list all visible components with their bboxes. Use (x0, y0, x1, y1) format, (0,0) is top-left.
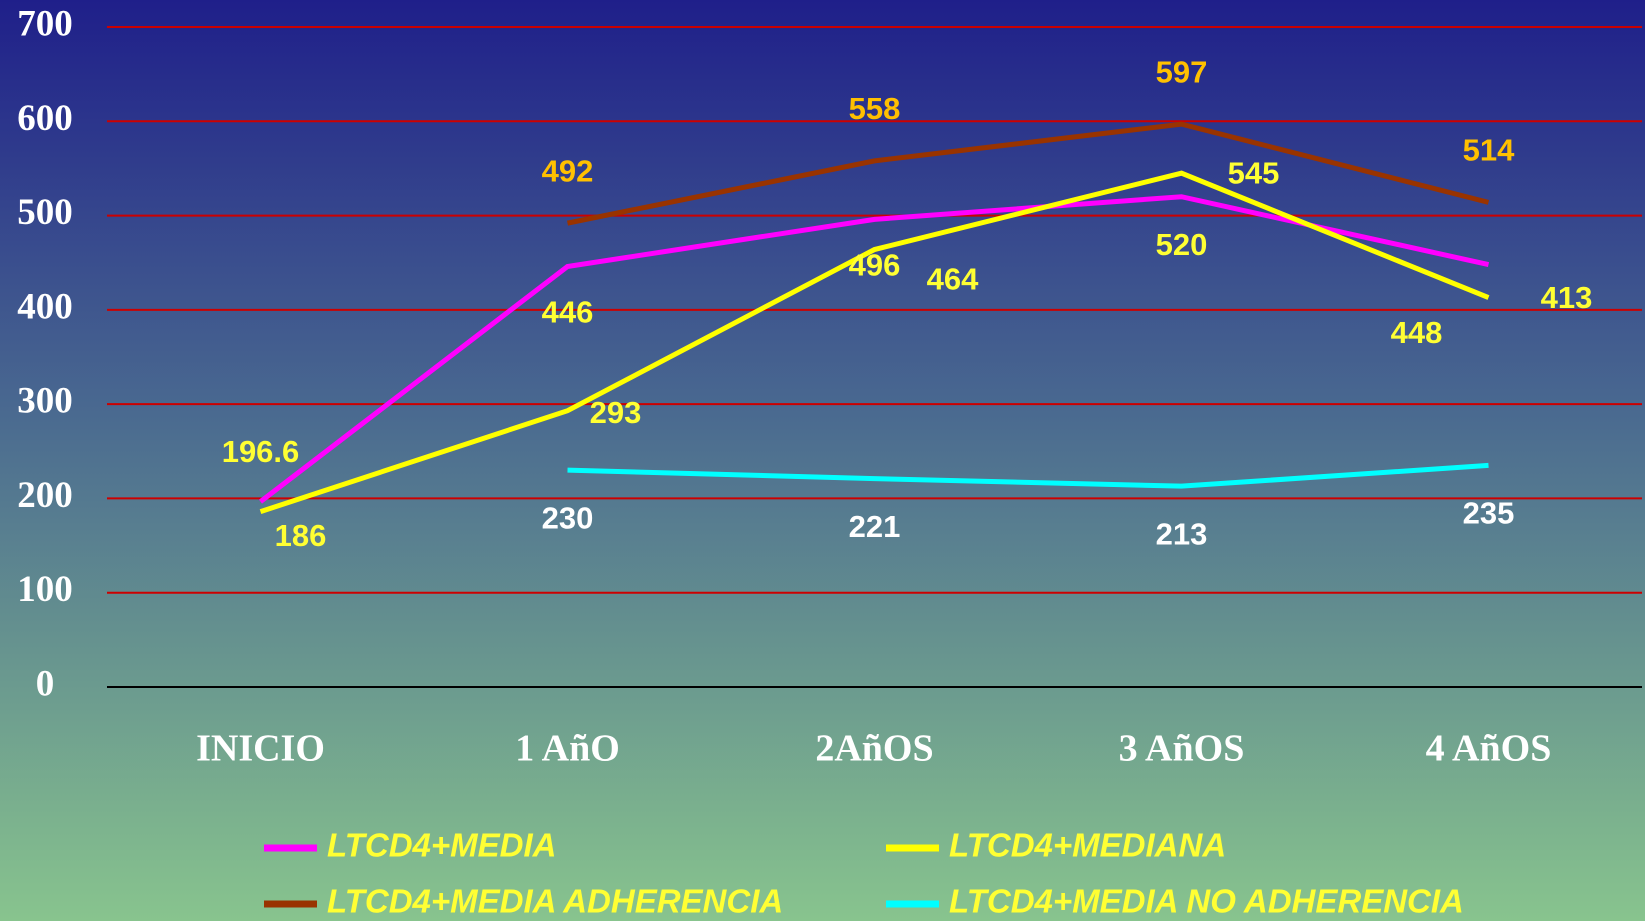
series-line (567, 121, 1490, 226)
y-tick-label: 0 (36, 663, 55, 704)
data-label: 221 (849, 509, 901, 544)
series-line (258, 194, 1490, 504)
y-tick-label: 600 (17, 98, 73, 139)
legend-label: LTCD4+MEDIANA (949, 827, 1226, 864)
x-tick-label: 2AñOS (815, 728, 933, 770)
data-label: 413 (1541, 280, 1593, 315)
y-tick-label: 300 (17, 381, 73, 422)
data-label: 558 (849, 91, 901, 126)
data-label: 496 (849, 248, 901, 283)
x-tick-label: INICIO (196, 728, 325, 770)
legend-label: LTCD4+MEDIA ADHERENCIA (327, 883, 783, 920)
y-tick-label: 200 (17, 475, 73, 516)
y-tick-label: 500 (17, 192, 73, 233)
data-label: 520 (1156, 227, 1208, 262)
data-label: 446 (542, 295, 594, 330)
legend-label: LTCD4+MEDIA NO ADHERENCIA (949, 883, 1464, 920)
data-label: 196.6 (222, 434, 300, 469)
series-line (259, 170, 1490, 515)
legend-label: LTCD4+MEDIA (327, 827, 557, 864)
data-label: 597 (1156, 54, 1208, 89)
y-tick-label: 700 (17, 3, 73, 44)
y-tick-label: 100 (17, 569, 73, 610)
data-label: 545 (1228, 155, 1280, 190)
x-tick-label: 4 AñOS (1426, 728, 1552, 770)
data-label: 186 (275, 518, 327, 553)
data-label: 213 (1156, 516, 1208, 551)
data-label: 448 (1391, 315, 1443, 350)
x-tick-label: 3 AñOS (1119, 728, 1245, 770)
data-label: 514 (1463, 133, 1515, 168)
x-tick-label: 1 AñO (515, 728, 620, 770)
data-label: 464 (927, 262, 979, 297)
data-label: 230 (542, 500, 594, 535)
y-tick-label: 400 (17, 286, 73, 327)
data-label: 492 (542, 153, 594, 188)
data-label: 235 (1463, 496, 1515, 531)
series-line (567, 462, 1489, 489)
data-label: 293 (590, 395, 642, 430)
